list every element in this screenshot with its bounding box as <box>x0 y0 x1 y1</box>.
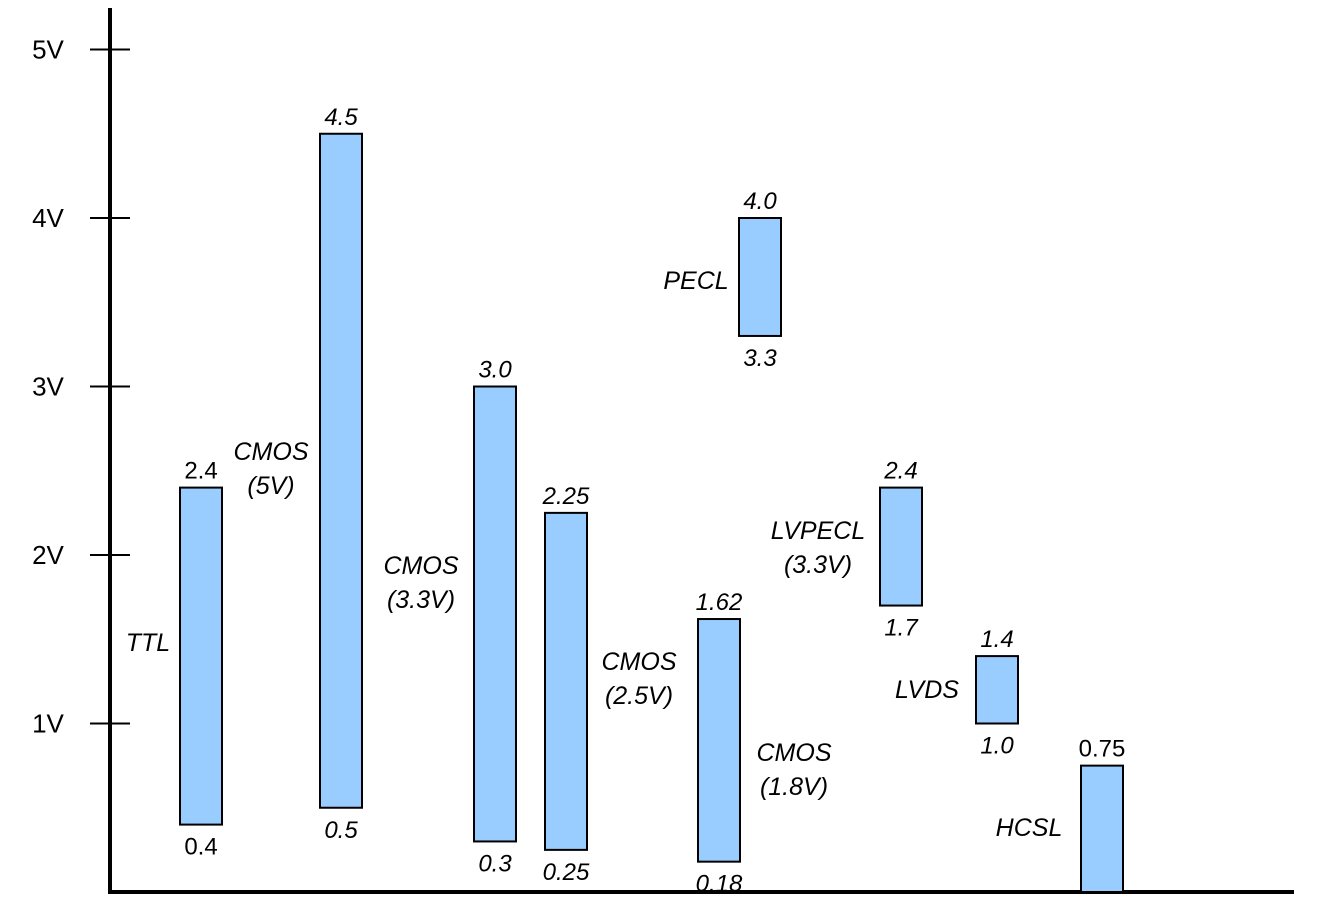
series-name-label: LVPECL <box>771 517 866 545</box>
high-value-label: 4.5 <box>324 104 358 131</box>
bar-cmos-3v3 <box>473 385 517 843</box>
y-tick-label: 5V <box>32 35 64 65</box>
bar-lvds <box>975 655 1019 725</box>
bar-cmos-1v8 <box>697 618 741 863</box>
bar-lvpecl <box>879 486 923 607</box>
high-value-label: 4.0 <box>743 188 777 215</box>
low-value-label: 0.5 <box>324 817 358 844</box>
low-value-label: 0.4 <box>184 834 217 861</box>
bar-cmos-2v5 <box>544 511 588 851</box>
y-tick-label: 1V <box>32 709 64 739</box>
series-name-label: CMOS <box>757 739 832 767</box>
series-name-label: (5V) <box>247 472 294 500</box>
series-name-label: HCSL <box>996 814 1063 842</box>
low-value-label: 0.18 <box>696 871 743 898</box>
series-name-label: (2.5V) <box>605 682 673 710</box>
y-tick-label: 2V <box>32 540 64 570</box>
low-value-label: 0.25 <box>543 859 590 886</box>
high-value-label: 0.75 <box>1079 736 1126 763</box>
low-value-label: 3.3 <box>743 345 777 372</box>
high-value-label: 2.4 <box>184 458 217 485</box>
high-value-label: 1.4 <box>980 626 1013 653</box>
bars <box>179 132 1124 893</box>
series-name-label: (3.3V) <box>784 551 852 579</box>
bar-pecl <box>738 217 782 337</box>
series-name-label: PECL <box>663 267 728 295</box>
labels: 2.4 0.4 TTL 4.5 0.5 CMOS (5V) 3.0 0.3 CMOS (3.3V) 2… <box>126 104 1126 898</box>
series-name-label: CMOS <box>234 438 309 466</box>
bar-cmos-5v <box>319 132 363 809</box>
series-name-label: (3.3V) <box>387 586 455 614</box>
y-tick-label: 4V <box>32 203 64 233</box>
high-value-label: 1.62 <box>696 589 743 616</box>
series-name-label: (1.8V) <box>760 773 828 801</box>
low-value-label: 1.0 <box>980 733 1014 760</box>
bar-ttl <box>179 486 223 826</box>
y-tick-label: 3V <box>32 372 64 402</box>
bar-hcsl <box>1080 764 1124 893</box>
series-name-label: CMOS <box>384 552 459 580</box>
series-name-label: LVDS <box>895 676 959 704</box>
high-value-label: 3.0 <box>478 357 512 384</box>
high-value-label: 2.25 <box>542 483 590 510</box>
high-value-label: 2.4 <box>883 458 917 485</box>
series-name-label: TTL <box>126 629 170 657</box>
series-name-label: CMOS <box>602 648 677 676</box>
low-value-label: 0.3 <box>478 850 512 877</box>
low-value-label: 1.7 <box>884 615 919 642</box>
